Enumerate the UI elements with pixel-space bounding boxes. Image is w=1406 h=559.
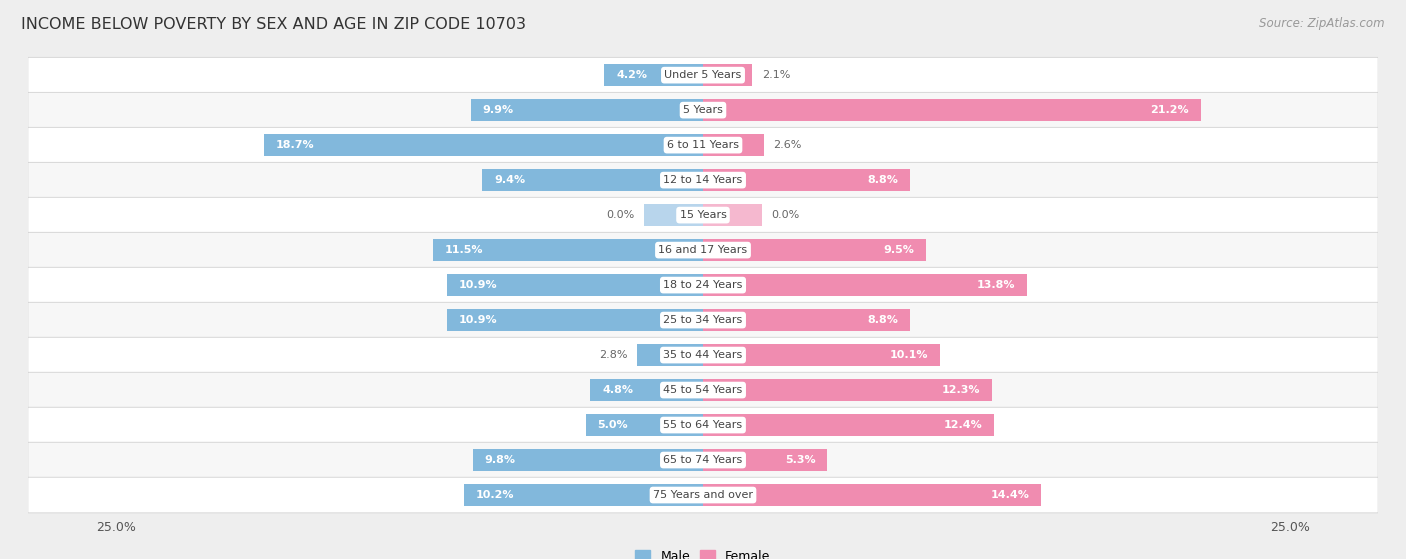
Text: 2.6%: 2.6%: [773, 140, 801, 150]
Bar: [482, 169, 703, 191]
Text: 8.8%: 8.8%: [868, 315, 898, 325]
Text: Under 5 Years: Under 5 Years: [665, 70, 741, 80]
Bar: [472, 449, 703, 471]
FancyBboxPatch shape: [28, 407, 1378, 443]
Text: Source: ZipAtlas.com: Source: ZipAtlas.com: [1260, 17, 1385, 30]
Bar: [703, 344, 941, 366]
Text: 10.1%: 10.1%: [890, 350, 928, 360]
Text: 5 Years: 5 Years: [683, 105, 723, 115]
Text: 25 to 34 Years: 25 to 34 Years: [664, 315, 742, 325]
Text: 15 Years: 15 Years: [679, 210, 727, 220]
FancyBboxPatch shape: [28, 372, 1378, 408]
Text: 11.5%: 11.5%: [444, 245, 484, 255]
Text: 9.9%: 9.9%: [482, 105, 513, 115]
Text: 4.2%: 4.2%: [616, 70, 647, 80]
Text: 13.8%: 13.8%: [977, 280, 1015, 290]
Text: 0.0%: 0.0%: [770, 210, 800, 220]
Bar: [591, 379, 703, 401]
Text: 10.9%: 10.9%: [458, 315, 498, 325]
Text: 21.2%: 21.2%: [1150, 105, 1189, 115]
Text: 12 to 14 Years: 12 to 14 Years: [664, 175, 742, 185]
Bar: [703, 239, 927, 261]
Bar: [264, 134, 703, 156]
FancyBboxPatch shape: [28, 92, 1378, 128]
Text: 12.3%: 12.3%: [942, 385, 980, 395]
Bar: [433, 239, 703, 261]
Bar: [586, 414, 703, 436]
Text: 2.1%: 2.1%: [762, 70, 790, 80]
Bar: [471, 100, 703, 121]
FancyBboxPatch shape: [28, 267, 1378, 303]
FancyBboxPatch shape: [28, 477, 1378, 513]
FancyBboxPatch shape: [28, 162, 1378, 198]
Bar: [703, 449, 827, 471]
Text: 9.5%: 9.5%: [883, 245, 914, 255]
Text: 6 to 11 Years: 6 to 11 Years: [666, 140, 740, 150]
Text: 9.8%: 9.8%: [485, 455, 516, 465]
Bar: [703, 309, 910, 331]
Bar: [703, 64, 752, 86]
Text: 10.9%: 10.9%: [458, 280, 498, 290]
Bar: [703, 274, 1026, 296]
Bar: [447, 274, 703, 296]
FancyBboxPatch shape: [28, 442, 1378, 478]
FancyBboxPatch shape: [28, 58, 1378, 93]
Bar: [637, 344, 703, 366]
FancyBboxPatch shape: [28, 232, 1378, 268]
Text: 5.3%: 5.3%: [785, 455, 815, 465]
Bar: [703, 204, 762, 226]
FancyBboxPatch shape: [28, 302, 1378, 338]
Text: 18 to 24 Years: 18 to 24 Years: [664, 280, 742, 290]
Text: 45 to 54 Years: 45 to 54 Years: [664, 385, 742, 395]
Bar: [447, 309, 703, 331]
Text: 8.8%: 8.8%: [868, 175, 898, 185]
Bar: [703, 414, 994, 436]
Text: 75 Years and over: 75 Years and over: [652, 490, 754, 500]
Bar: [605, 64, 703, 86]
Text: 55 to 64 Years: 55 to 64 Years: [664, 420, 742, 430]
FancyBboxPatch shape: [28, 337, 1378, 373]
Text: 35 to 44 Years: 35 to 44 Years: [664, 350, 742, 360]
Bar: [703, 484, 1040, 506]
Text: 18.7%: 18.7%: [276, 140, 315, 150]
Text: 2.8%: 2.8%: [599, 350, 628, 360]
Text: 5.0%: 5.0%: [598, 420, 628, 430]
Text: 65 to 74 Years: 65 to 74 Years: [664, 455, 742, 465]
Bar: [703, 100, 1201, 121]
FancyBboxPatch shape: [28, 197, 1378, 233]
Text: 14.4%: 14.4%: [990, 490, 1029, 500]
Text: 10.2%: 10.2%: [475, 490, 513, 500]
Bar: [703, 169, 910, 191]
Bar: [703, 379, 991, 401]
Text: INCOME BELOW POVERTY BY SEX AND AGE IN ZIP CODE 10703: INCOME BELOW POVERTY BY SEX AND AGE IN Z…: [21, 17, 526, 32]
FancyBboxPatch shape: [28, 127, 1378, 163]
Text: 4.8%: 4.8%: [602, 385, 633, 395]
Text: 16 and 17 Years: 16 and 17 Years: [658, 245, 748, 255]
Bar: [644, 204, 703, 226]
Legend: Male, Female: Male, Female: [630, 544, 776, 559]
Text: 9.4%: 9.4%: [494, 175, 526, 185]
Text: 12.4%: 12.4%: [943, 420, 983, 430]
Text: 0.0%: 0.0%: [606, 210, 636, 220]
Bar: [464, 484, 703, 506]
Bar: [703, 134, 763, 156]
